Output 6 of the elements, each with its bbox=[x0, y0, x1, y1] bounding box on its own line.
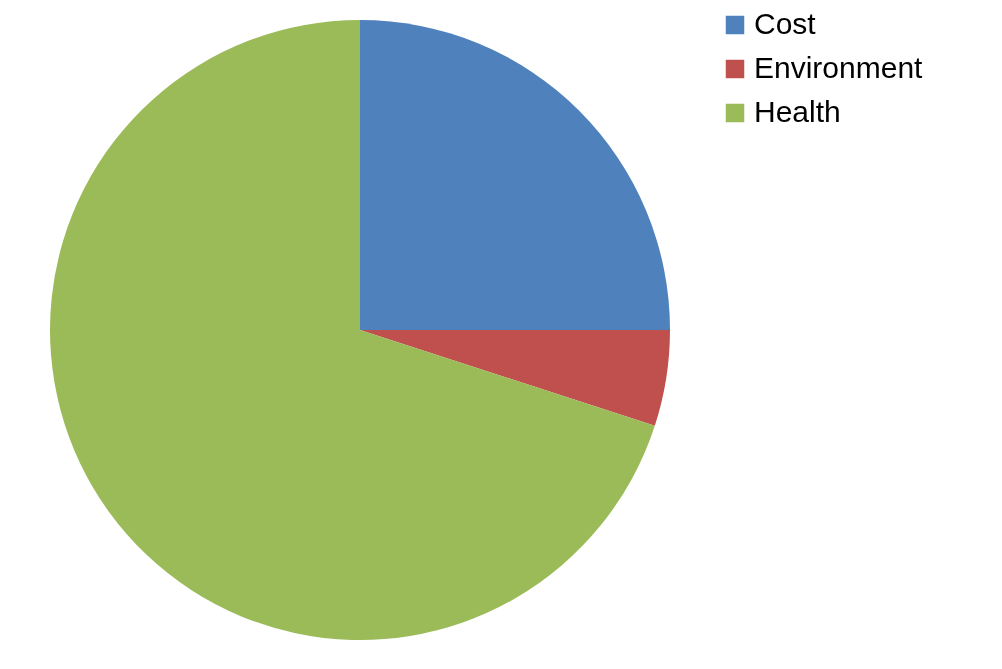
legend-label: Cost bbox=[754, 7, 817, 40]
pie-slice bbox=[50, 20, 655, 640]
pie-slice bbox=[360, 20, 670, 330]
pie-slice bbox=[360, 330, 670, 426]
legend-label: Health bbox=[754, 95, 841, 128]
legend-label: Environment bbox=[754, 51, 924, 84]
